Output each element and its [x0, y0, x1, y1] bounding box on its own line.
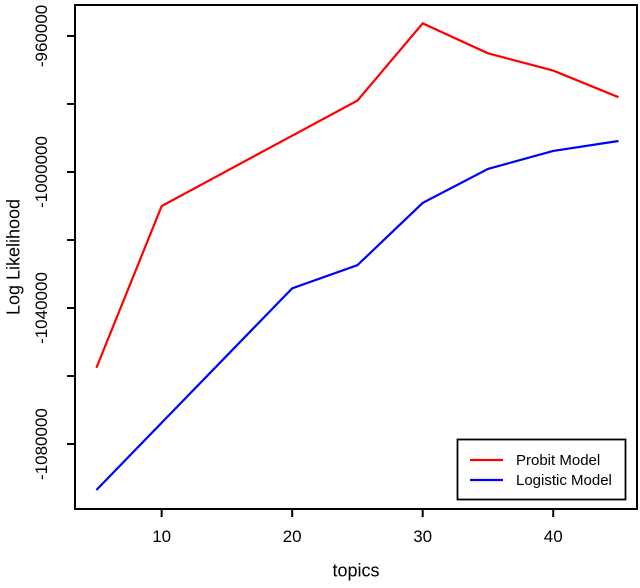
y-axis-title: Log Likelihood [3, 198, 24, 316]
legend-label-probit-model: Probit Model [516, 452, 600, 469]
y-tick-label: -1040000 [32, 272, 51, 344]
x-tick-label: 30 [413, 527, 432, 546]
y-tick-label: -960000 [32, 5, 51, 67]
y-tick-label: -1000000 [32, 136, 51, 208]
legend-label-logistic-model: Logistic Model [516, 472, 612, 489]
x-tick-label: 20 [283, 527, 302, 546]
x-axis-title: topics [332, 560, 380, 581]
plot-border [74, 4, 638, 510]
logistic-model-line [95, 139, 619, 491]
y-tick-label: -1080000 [32, 408, 51, 480]
x-tick-label: 10 [152, 527, 171, 546]
legend-box [456, 438, 627, 501]
x-tick-label: 40 [544, 527, 563, 546]
probit-model-line [95, 22, 619, 369]
